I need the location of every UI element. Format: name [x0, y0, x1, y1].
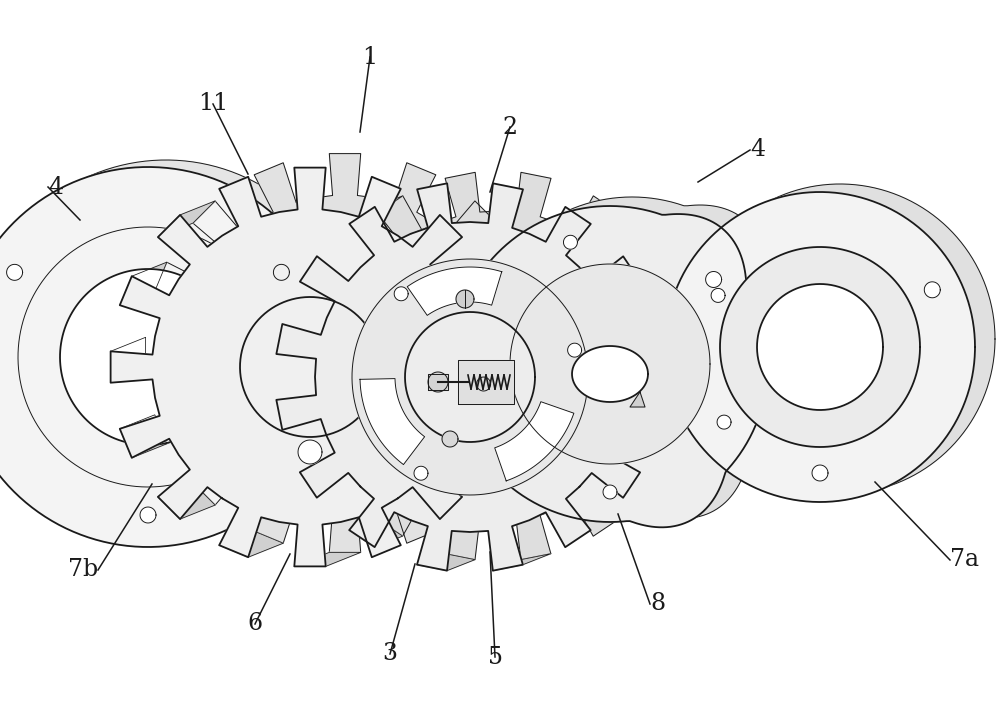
Polygon shape: [568, 343, 582, 357]
Polygon shape: [417, 554, 475, 570]
Polygon shape: [300, 245, 345, 282]
Polygon shape: [158, 201, 215, 237]
Polygon shape: [405, 312, 535, 442]
Polygon shape: [407, 267, 502, 316]
Polygon shape: [111, 168, 509, 566]
Text: 11: 11: [198, 92, 228, 116]
Text: 7b: 7b: [68, 559, 98, 581]
Text: 5: 5: [488, 645, 503, 669]
Polygon shape: [603, 485, 617, 499]
Polygon shape: [360, 378, 425, 464]
Polygon shape: [685, 184, 995, 494]
Polygon shape: [394, 287, 408, 301]
Polygon shape: [630, 392, 645, 407]
Polygon shape: [458, 360, 514, 404]
Polygon shape: [495, 401, 574, 481]
Polygon shape: [349, 196, 403, 224]
Polygon shape: [812, 465, 828, 481]
Polygon shape: [414, 466, 428, 480]
Polygon shape: [563, 235, 577, 249]
Polygon shape: [111, 337, 146, 383]
Polygon shape: [300, 461, 345, 497]
Polygon shape: [7, 264, 23, 280]
Polygon shape: [304, 173, 692, 560]
Polygon shape: [120, 415, 167, 458]
Text: 4: 4: [750, 139, 765, 162]
Polygon shape: [349, 519, 403, 547]
Polygon shape: [510, 264, 710, 464]
Polygon shape: [273, 264, 289, 280]
Text: 3: 3: [382, 643, 398, 666]
Polygon shape: [294, 552, 361, 566]
Polygon shape: [456, 290, 474, 308]
Text: 8: 8: [650, 593, 665, 615]
Text: 4: 4: [48, 175, 63, 199]
Polygon shape: [140, 507, 156, 523]
Polygon shape: [434, 206, 768, 527]
Polygon shape: [0, 167, 338, 547]
Polygon shape: [442, 431, 458, 447]
Polygon shape: [428, 374, 448, 390]
Polygon shape: [428, 372, 448, 392]
Polygon shape: [146, 154, 544, 552]
Text: 7a: 7a: [950, 549, 979, 572]
Polygon shape: [0, 160, 356, 540]
Polygon shape: [572, 346, 648, 402]
Polygon shape: [717, 415, 731, 429]
Polygon shape: [493, 554, 551, 570]
Polygon shape: [219, 531, 283, 557]
Polygon shape: [405, 312, 535, 442]
Polygon shape: [120, 262, 167, 305]
Polygon shape: [60, 269, 236, 445]
Polygon shape: [706, 271, 722, 287]
Polygon shape: [720, 247, 920, 447]
Polygon shape: [477, 377, 491, 391]
Text: 2: 2: [502, 116, 518, 139]
Polygon shape: [665, 192, 975, 502]
Polygon shape: [276, 313, 310, 354]
Text: 1: 1: [362, 45, 378, 69]
Polygon shape: [240, 297, 380, 437]
Polygon shape: [711, 288, 725, 303]
Polygon shape: [298, 440, 322, 464]
Polygon shape: [757, 284, 883, 410]
Polygon shape: [276, 389, 310, 430]
Polygon shape: [924, 282, 940, 297]
Polygon shape: [352, 259, 588, 495]
Text: 6: 6: [247, 612, 263, 635]
Polygon shape: [276, 183, 664, 570]
Polygon shape: [158, 483, 215, 519]
Polygon shape: [456, 197, 790, 518]
